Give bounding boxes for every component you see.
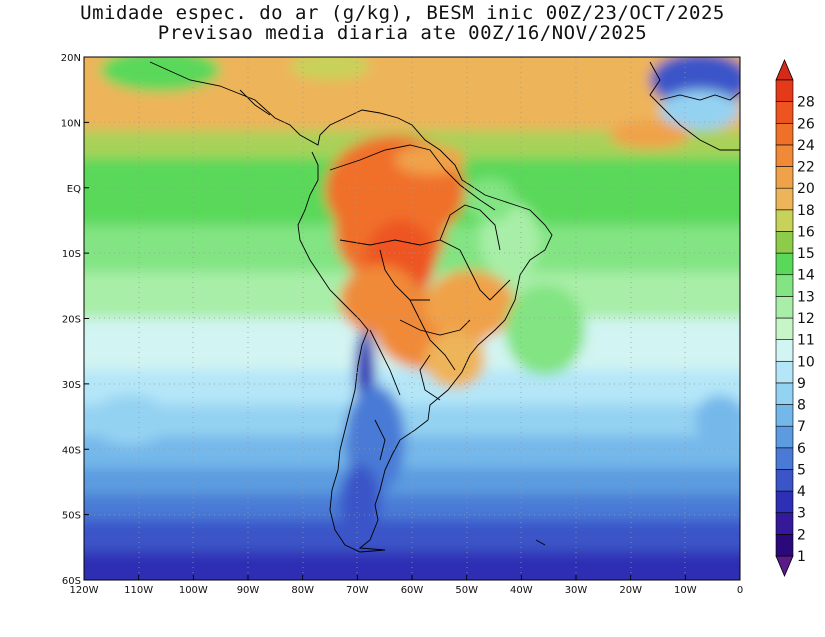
colorbar-label: 22 (797, 160, 815, 176)
colorbar-swatch (775, 534, 794, 557)
lon-tick-label: 60W (401, 585, 424, 596)
lon-tick-label: 50W (455, 585, 478, 596)
colorbar-label: 10 (797, 354, 815, 370)
lon-tick-label: 70W (346, 585, 369, 596)
colorbar-label: 8 (797, 398, 806, 414)
lon-tick-label: 20W (619, 585, 642, 596)
colorbar-swatch (775, 166, 794, 189)
colorbar-label: 9 (797, 376, 806, 392)
colorbar-swatch (775, 317, 794, 340)
map-title-line2: Previsao media diaria ate 00Z/16/NOV/202… (157, 22, 648, 44)
colorbar-max-arrow (775, 58, 794, 81)
lon-tick-label: 40W (510, 585, 533, 596)
colorbar-swatch (775, 296, 794, 319)
lon-tick-label: 110W (124, 585, 153, 596)
lon-tick-label: 30W (565, 585, 588, 596)
colorbar-swatch (775, 122, 794, 146)
lon-tick-label: 10W (674, 585, 697, 596)
lat-tick-label: 20S (62, 315, 81, 326)
colorbar-min-arrow (775, 555, 794, 578)
colorbar-label: 1 (797, 549, 806, 565)
colorbar-label: 24 (797, 138, 815, 154)
colorbar-label: 15 (797, 246, 815, 262)
lon-tick-label: 100W (179, 585, 208, 596)
colorbar-swatch (775, 404, 794, 427)
colorbar-label: 6 (797, 441, 806, 457)
colorbar-label: 12 (797, 311, 815, 327)
coastlines (149, 61, 740, 553)
colorbar-swatch (775, 79, 794, 102)
lat-tick-label: 50S (62, 511, 81, 522)
colorbar-label: 5 (797, 462, 806, 478)
lat-tick-label: 60S (62, 576, 81, 587)
colorbar-swatch (775, 187, 794, 211)
lon-tick-label: 90W (237, 585, 260, 596)
graticule (84, 57, 740, 580)
colorbar-swatch (775, 101, 794, 124)
colorbar-swatch (775, 252, 794, 276)
colorbar-swatch (775, 209, 794, 232)
colorbar-swatch (775, 360, 794, 384)
colorbar-label: 3 (797, 506, 806, 522)
colorbar-label: 28 (797, 95, 815, 111)
colorbar-label: 4 (797, 484, 806, 500)
colorbar-swatch (775, 339, 794, 362)
colorbar-swatch (775, 469, 794, 492)
lat-tick-label: 10N (61, 118, 81, 129)
lon-tick-label: 120W (70, 585, 99, 596)
colorbar-swatch (775, 382, 794, 405)
colorbar-label: 26 (797, 116, 815, 132)
colorbar-label: 7 (797, 419, 806, 435)
colorbar-swatch (775, 144, 794, 167)
lat-tick-label: 10S (62, 249, 81, 260)
colorbar-label: 13 (797, 289, 815, 305)
colorbar-swatch (775, 425, 794, 449)
lat-tick-label: 20N (61, 53, 81, 64)
map-title-line1: Umidade espec. do ar (g/kg), BESM inic 0… (80, 2, 725, 24)
colorbar-swatch (775, 231, 794, 254)
colorbar-label: 14 (797, 268, 815, 284)
lat-tick-label: EQ (67, 184, 81, 195)
colorbar-label: 20 (797, 181, 815, 197)
colorbar-swatch (775, 274, 794, 297)
colorbar-label: 2 (797, 527, 806, 543)
colorbar-swatch (775, 447, 794, 470)
colorbar-swatch (775, 512, 794, 535)
lat-tick-label: 30S (62, 380, 81, 391)
humidity-field (84, 57, 740, 580)
colorbar-label: 11 (797, 333, 815, 349)
colorbar-label: 16 (797, 224, 815, 240)
lon-tick-label: 0 (737, 585, 743, 596)
colorbar-label: 18 (797, 203, 815, 219)
lon-tick-label: 80W (291, 585, 314, 596)
colorbar-swatch (775, 490, 794, 514)
lat-tick-label: 40S (62, 445, 81, 456)
